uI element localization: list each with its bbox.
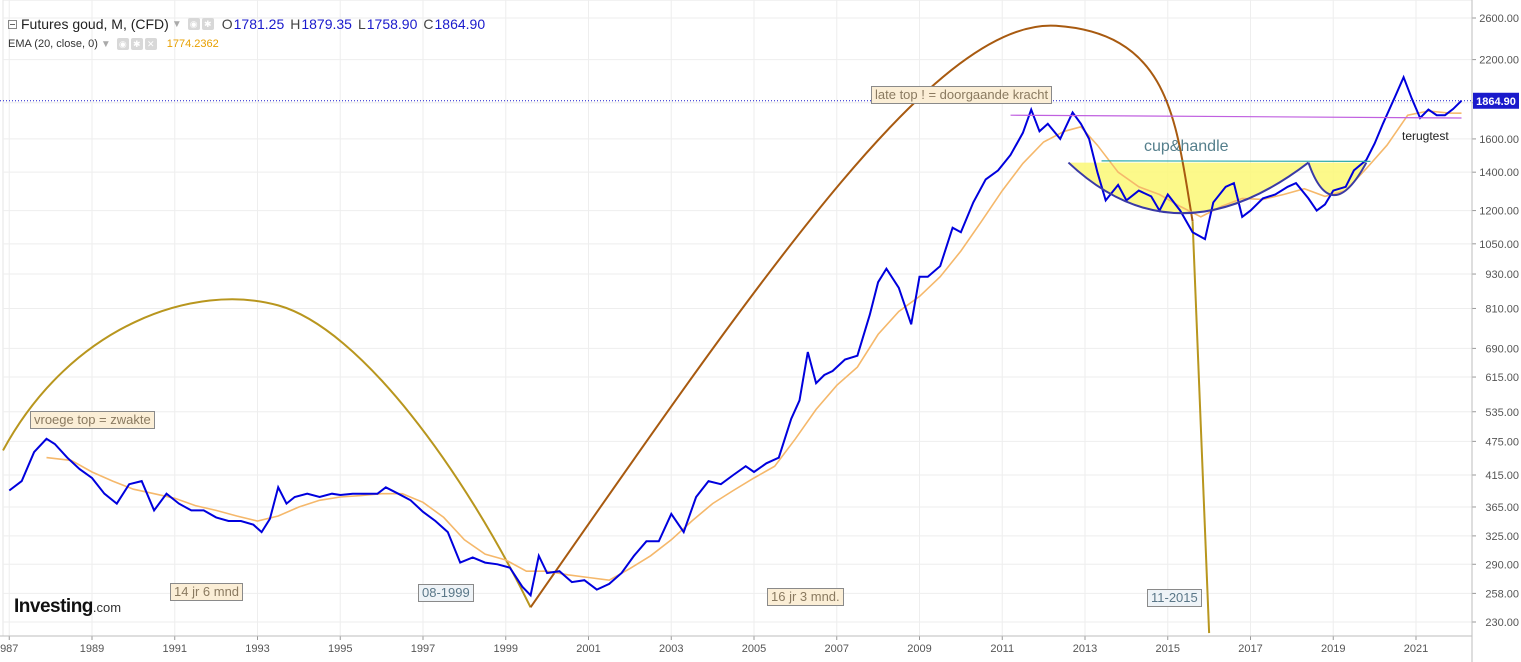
last-price-label: 1864.90 [1476, 96, 1516, 108]
drawing-overlays-front [0, 100, 1472, 215]
x-tick-label: 2013 [1073, 643, 1097, 655]
x-tick-label: 1997 [411, 643, 435, 655]
x-tick-label: 2011 [990, 643, 1014, 655]
x-tick-label: 2017 [1238, 643, 1262, 655]
y-tick-label: 1600.00 [1479, 134, 1519, 146]
open-value: 1781.25 [233, 16, 285, 32]
y-tick-label: 1400.00 [1479, 167, 1519, 179]
x-tick-label: 1999 [494, 643, 518, 655]
y-tick-label: 325.00 [1485, 531, 1519, 543]
y-tick-label: 810.00 [1485, 303, 1519, 315]
neckline[interactable] [1101, 160, 1371, 162]
time-axis[interactable]: 987 1989 1991 1993 1995 1997 1999 2001 2003 2005 2… [0, 635, 1472, 655]
gear-icon[interactable]: ✱ [201, 18, 214, 30]
x-tick-label: 2003 [659, 643, 683, 655]
investing-logo: Investing.com [14, 596, 121, 618]
y-tick-label: 1200.00 [1479, 206, 1519, 218]
y-tick-label: 258.00 [1485, 588, 1519, 600]
x-tick-label: 987 [0, 643, 18, 655]
cycle-arc-2[interactable] [529, 24, 1194, 608]
collapse-icon[interactable] [8, 19, 17, 29]
x-tick-label: 2021 [1404, 643, 1428, 655]
indicator-legend: EMA (20, close, 0) ▼ ◉ ✱ ✕ 1774.2362 [8, 38, 219, 50]
high-label: H [290, 16, 301, 32]
plot-frame [2, 0, 1473, 637]
x-tick-label: 1993 [245, 643, 269, 655]
indicator-value: 1774.2362 [166, 38, 219, 50]
x-tick-label: 2015 [1156, 643, 1180, 655]
eye-icon[interactable]: ◉ [116, 38, 129, 50]
y-tick-label: 475.00 [1485, 436, 1519, 448]
y-tick-label: 690.00 [1485, 343, 1519, 355]
price-axis[interactable]: 2600.002200.001850.001600.001400.001200.… [1471, 0, 1519, 662]
y-tick-label: 290.00 [1485, 559, 1519, 571]
cycle-arc-2-drop[interactable] [1191, 221, 1211, 634]
note-low-1999[interactable]: 08-1999 [418, 584, 474, 602]
note-early-top[interactable]: vroege top = zwakte [30, 411, 155, 429]
close-value: 1864.90 [434, 16, 486, 32]
y-tick-label: 535.00 [1485, 407, 1519, 419]
chart-grid [2, 0, 1473, 637]
open-label: O [221, 16, 233, 32]
low-value: 1758.90 [366, 16, 418, 32]
x-tick-label: 2005 [742, 643, 766, 655]
low-label: L [357, 16, 366, 32]
y-tick-label: 615.00 [1485, 372, 1519, 384]
logo-suffix: .com [92, 600, 122, 615]
y-tick-label: 365.00 [1485, 502, 1519, 514]
x-tick-label: 2007 [825, 643, 849, 655]
x-tick-label: 2001 [576, 643, 600, 655]
price-line[interactable] [8, 74, 1463, 598]
note-cycle-2[interactable]: 16 jr 3 mnd. [767, 588, 844, 606]
cup-fill [1068, 162, 1309, 214]
cup-outline[interactable] [1067, 161, 1310, 215]
handle-fill [1308, 162, 1367, 196]
logo-name: Investing [14, 596, 93, 617]
close-icon[interactable]: ✕ [144, 38, 157, 50]
cycle-arc-1[interactable] [2, 298, 532, 608]
symbol-title[interactable]: Futures goud, M, (CFD) [21, 16, 169, 32]
ema-line[interactable] [46, 110, 1462, 582]
close-label: C [423, 16, 434, 32]
series-layer [8, 74, 1463, 598]
y-tick-label: 230.00 [1485, 617, 1519, 629]
y-tick-label: 1050.00 [1479, 239, 1519, 251]
resistance-line[interactable] [1010, 114, 1462, 119]
y-tick-label: 415.00 [1485, 470, 1519, 482]
high-value: 1879.35 [301, 16, 352, 32]
x-tick-label: 1991 [163, 643, 187, 655]
note-cycle-1[interactable]: 14 jr 6 mnd [170, 583, 244, 601]
note-low-2015[interactable]: 11-2015 [1147, 589, 1202, 607]
x-tick-label: 1989 [80, 643, 104, 655]
handle-outline[interactable] [1307, 162, 1368, 196]
y-tick-label: 2200.00 [1479, 55, 1519, 67]
chevron-down-icon[interactable]: ▼ [171, 18, 182, 30]
x-tick-label: 2019 [1321, 643, 1345, 655]
indicator-title[interactable]: EMA (20, close, 0) [8, 38, 98, 50]
x-tick-label: 2009 [907, 643, 931, 655]
label-retest[interactable]: terugtest [1402, 129, 1449, 143]
gear-icon[interactable]: ✱ [130, 38, 143, 50]
x-tick-label: 1995 [328, 643, 352, 655]
eye-icon[interactable]: ◉ [187, 18, 200, 30]
note-late-top[interactable]: late top ! = doorgaande kracht [871, 86, 1053, 104]
y-tick-label: 2600.00 [1479, 13, 1519, 25]
label-cup-handle[interactable]: cup&handle [1144, 138, 1229, 155]
last-price-badge [1473, 92, 1519, 109]
chevron-down-icon[interactable]: ▼ [100, 38, 111, 50]
y-tick-label: 930.00 [1485, 269, 1519, 281]
drawing-overlays-back [2, 24, 1367, 634]
